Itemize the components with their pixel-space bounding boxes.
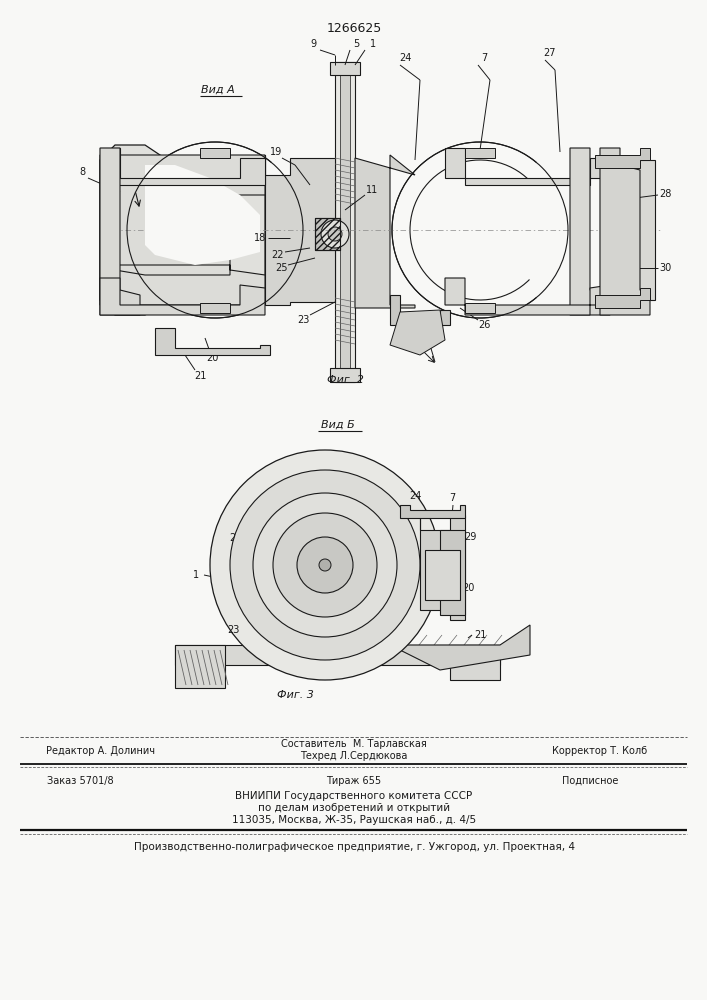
Polygon shape (465, 303, 495, 313)
Text: 5: 5 (353, 39, 359, 49)
Polygon shape (440, 530, 465, 615)
Text: 7: 7 (481, 53, 487, 63)
Text: 26: 26 (478, 320, 490, 330)
Circle shape (319, 559, 331, 571)
Polygon shape (175, 645, 225, 688)
Text: 22: 22 (229, 533, 241, 543)
Polygon shape (175, 645, 500, 665)
Text: 19: 19 (270, 147, 282, 157)
Text: Корректор Т. Колб: Корректор Т. Колб (552, 746, 648, 756)
Polygon shape (100, 155, 265, 305)
Polygon shape (400, 505, 465, 518)
Polygon shape (390, 625, 530, 670)
Text: 1266625: 1266625 (327, 21, 382, 34)
Polygon shape (200, 148, 230, 158)
Polygon shape (100, 148, 265, 185)
Polygon shape (100, 145, 265, 315)
Polygon shape (600, 148, 650, 315)
Polygon shape (600, 160, 655, 300)
Circle shape (273, 513, 377, 617)
Text: 22: 22 (271, 250, 284, 260)
Text: Вид А: Вид А (201, 85, 235, 95)
Text: 23: 23 (227, 625, 239, 635)
Polygon shape (100, 278, 265, 315)
Text: Подписное: Подписное (562, 776, 618, 786)
Text: 29: 29 (464, 532, 477, 542)
Polygon shape (330, 62, 360, 75)
Text: 28: 28 (659, 189, 671, 199)
Polygon shape (390, 310, 445, 355)
Text: Тираж 655: Тираж 655 (327, 776, 382, 786)
Text: 9: 9 (310, 39, 316, 49)
Polygon shape (355, 155, 415, 308)
Text: 24: 24 (399, 53, 411, 63)
Text: Редактор А. Долинич: Редактор А. Долинич (45, 746, 155, 756)
Polygon shape (445, 278, 610, 315)
Text: Техред Л.Сердюкова: Техред Л.Сердюкова (300, 751, 408, 761)
Text: 18: 18 (254, 233, 266, 243)
Polygon shape (335, 62, 355, 382)
Text: 24: 24 (409, 491, 421, 501)
Text: 27: 27 (544, 48, 556, 58)
Text: 30: 30 (659, 263, 671, 273)
Polygon shape (340, 62, 350, 382)
Polygon shape (265, 155, 335, 305)
Text: 20: 20 (206, 353, 218, 363)
Text: 8: 8 (79, 167, 85, 177)
Text: 25: 25 (275, 263, 287, 273)
Polygon shape (465, 148, 495, 158)
Circle shape (230, 470, 420, 660)
Polygon shape (200, 303, 230, 313)
Polygon shape (595, 288, 650, 308)
Text: Составитель  М. Тарлавская: Составитель М. Тарлавская (281, 739, 427, 749)
Text: 113035, Москва, Ж-35, Раушская наб., д. 4/5: 113035, Москва, Ж-35, Раушская наб., д. … (232, 815, 476, 825)
Text: 11: 11 (366, 185, 378, 195)
Text: 6: 6 (412, 345, 418, 355)
Polygon shape (595, 148, 650, 168)
Text: 1: 1 (370, 39, 376, 49)
Polygon shape (330, 368, 360, 382)
Text: 7: 7 (449, 493, 455, 503)
Circle shape (210, 450, 440, 680)
Polygon shape (445, 148, 610, 185)
Text: Фиг. 2: Фиг. 2 (327, 375, 363, 385)
Circle shape (328, 227, 342, 241)
Text: по делам изобретений и открытий: по делам изобретений и открытий (258, 803, 450, 813)
Text: Заказ 5701/8: Заказ 5701/8 (47, 776, 113, 786)
Polygon shape (420, 510, 465, 620)
Text: 23: 23 (297, 315, 309, 325)
Polygon shape (450, 645, 500, 680)
Polygon shape (390, 295, 450, 325)
Circle shape (297, 537, 353, 593)
Polygon shape (425, 550, 460, 600)
Polygon shape (145, 165, 260, 265)
Text: Вид Б: Вид Б (321, 420, 355, 430)
Polygon shape (155, 328, 270, 355)
Text: 21: 21 (194, 371, 206, 381)
Text: Производственно-полиграфическое предприятие, г. Ужгород, ул. Проектная, 4: Производственно-полиграфическое предприя… (134, 842, 575, 852)
Circle shape (253, 493, 397, 637)
Polygon shape (100, 148, 140, 315)
Polygon shape (570, 148, 610, 315)
Text: 21: 21 (474, 630, 486, 640)
Text: Фиг. 3: Фиг. 3 (276, 690, 313, 700)
Circle shape (321, 220, 349, 248)
Text: 1: 1 (193, 570, 199, 580)
Polygon shape (315, 218, 340, 250)
Text: 20: 20 (462, 583, 474, 593)
Text: ВНИИПИ Государственного комитета СССР: ВНИИПИ Государственного комитета СССР (235, 791, 472, 801)
